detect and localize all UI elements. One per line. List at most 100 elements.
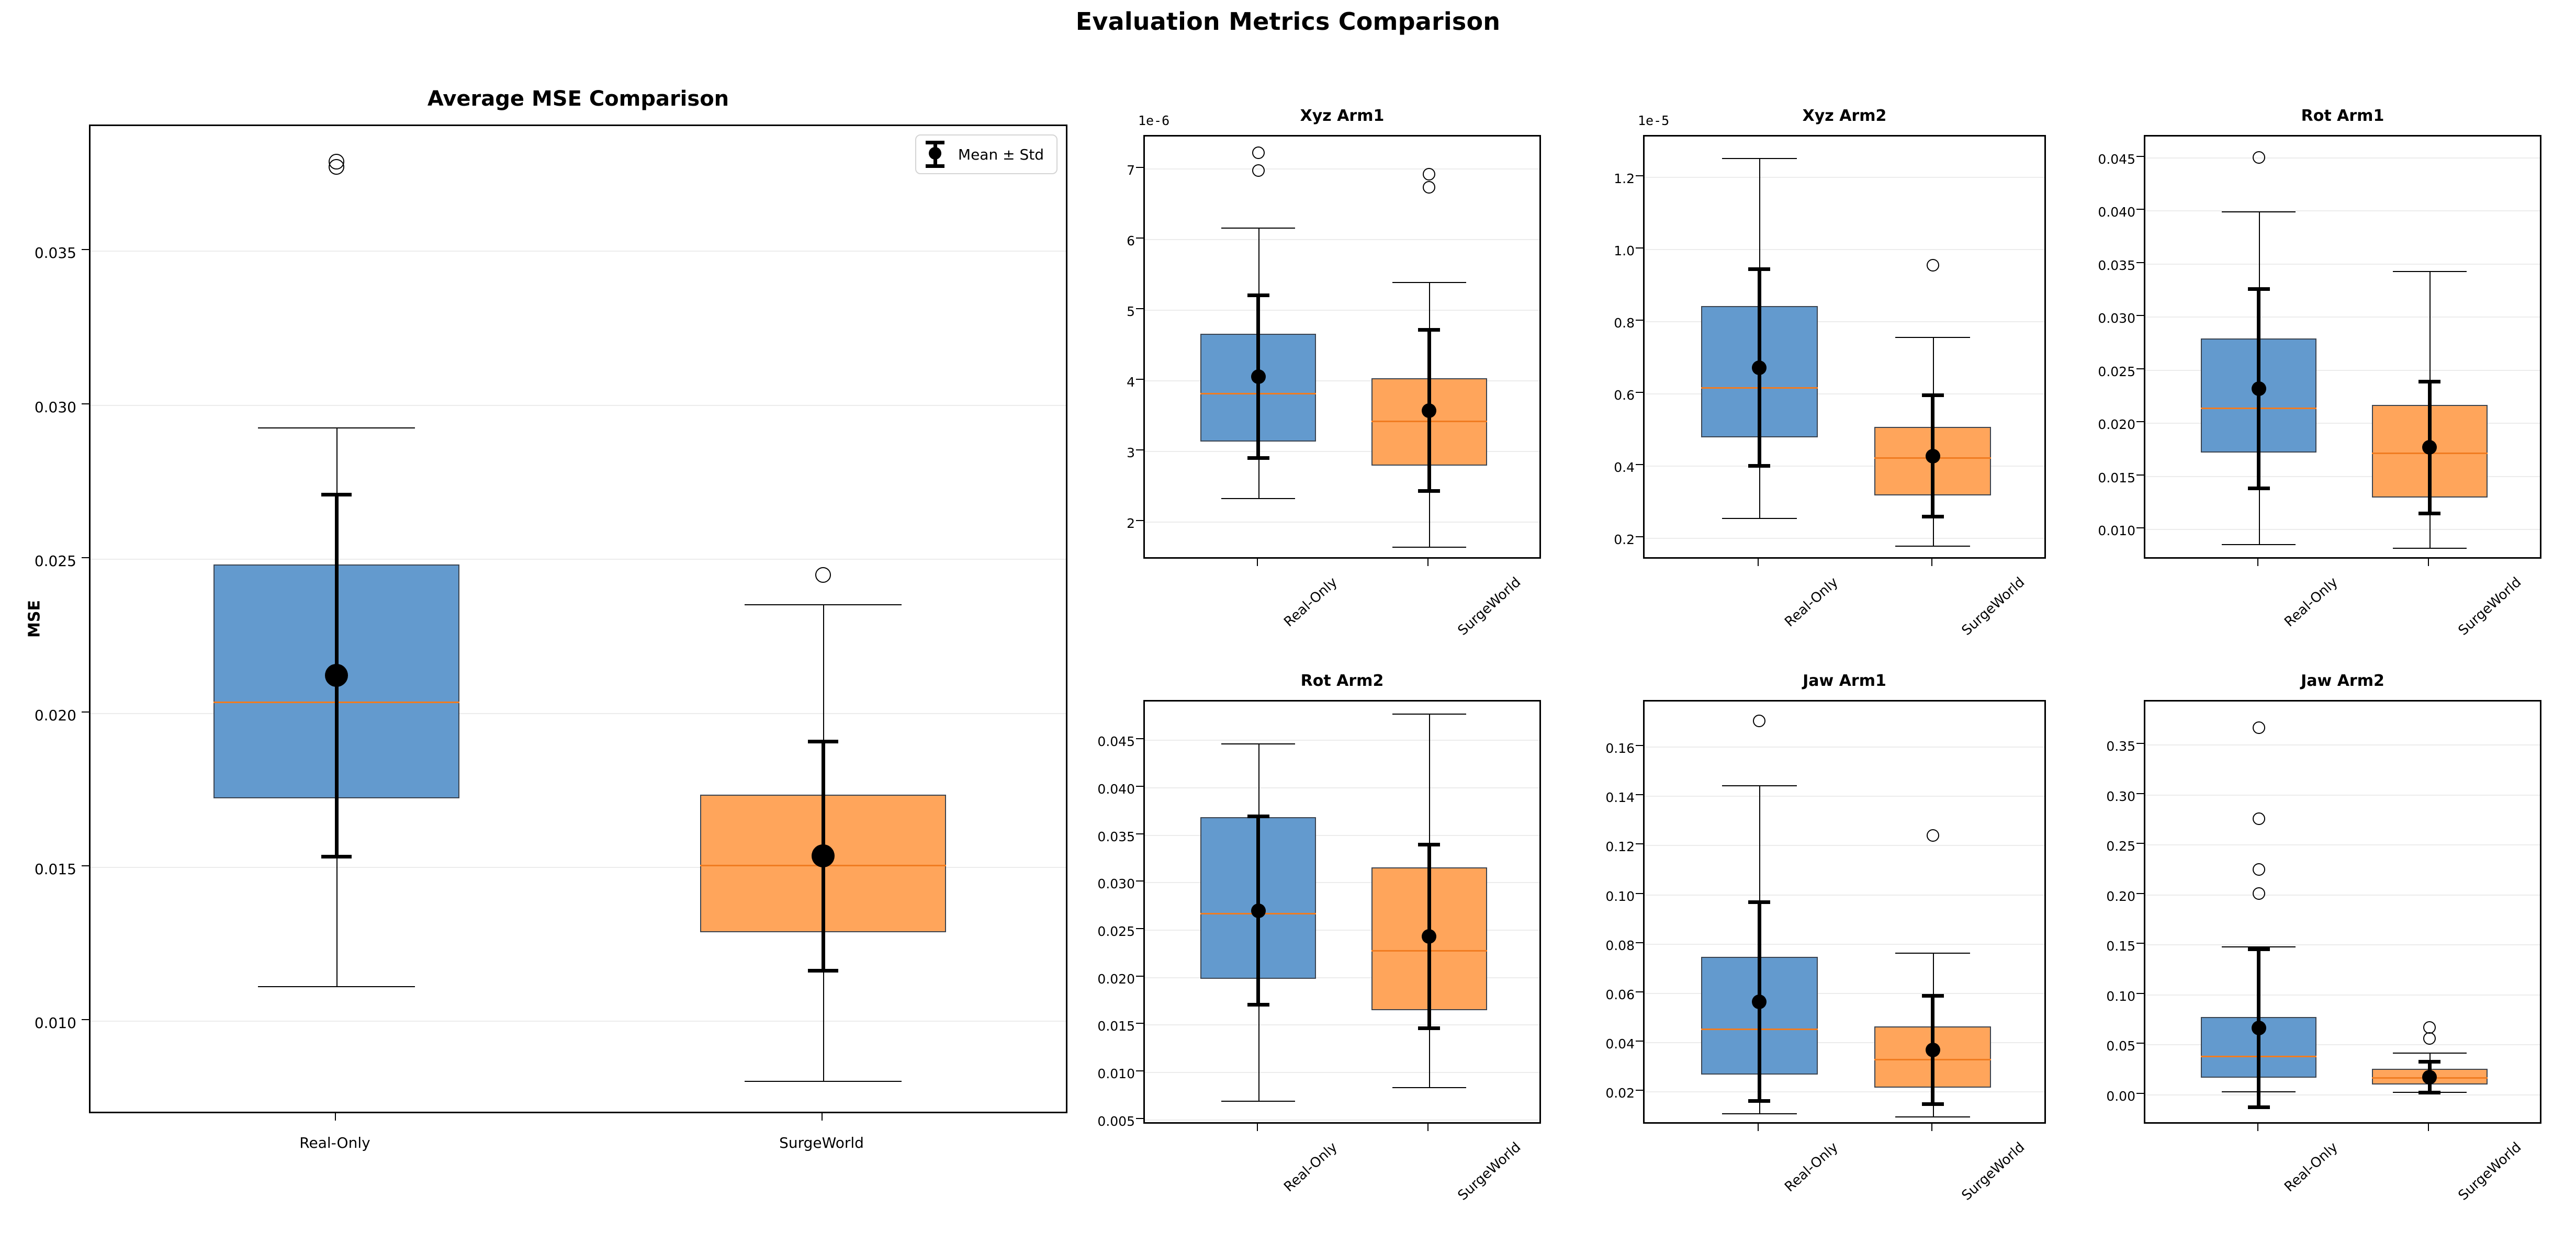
y-tick-label: 3	[1127, 445, 1135, 460]
x-tick-mark	[1758, 559, 1759, 566]
std-errorbar-cap	[1418, 328, 1441, 332]
gridline	[1145, 834, 1539, 836]
gridline	[2145, 794, 2540, 796]
outlier-marker	[2252, 887, 2265, 900]
whisker-cap	[1722, 1113, 1797, 1114]
std-errorbar-cap	[808, 739, 838, 743]
mean-marker	[2422, 1070, 2437, 1085]
y-tick-label: 0.00	[2106, 1088, 2135, 1104]
gridline	[1145, 787, 1539, 789]
whisker-cap	[1392, 713, 1466, 715]
y-tick-label: 0.020	[2098, 417, 2135, 433]
y-tick-mark	[1636, 1090, 1643, 1091]
std-errorbar-cap	[2247, 486, 2270, 490]
gridline	[1645, 796, 2044, 797]
axes-title-xyz-arm1: Xyz Arm1	[1300, 107, 1385, 125]
y-tick-mark	[1136, 449, 1143, 450]
plot-inner-average-mse	[91, 126, 1066, 1112]
outlier-marker	[2252, 812, 2265, 825]
gridline	[1645, 845, 2044, 846]
whisker-cap	[1392, 1087, 1466, 1088]
gridline	[1145, 168, 1539, 170]
outlier-marker	[1252, 146, 1265, 160]
gridline	[2145, 423, 2540, 424]
axes-xyz-arm2: Xyz Arm2 0.2 0.4 0.6 0.8 1.0 1.2 1e-5 Real-Only S…	[1614, 107, 2046, 639]
gridline	[2145, 157, 2540, 159]
std-errorbar-cap	[1921, 515, 1944, 519]
y-tick-mark	[82, 403, 89, 404]
outlier-marker	[2252, 863, 2265, 876]
y-tick-label: 0.25	[2106, 839, 2135, 854]
y-tick-mark	[82, 865, 89, 867]
gridline	[91, 559, 1066, 560]
gridline	[2145, 844, 2540, 846]
gridline	[2145, 1044, 2540, 1046]
y-tick-mark	[2136, 1092, 2144, 1094]
x-tick-label-surgeworld: SurgeWorld	[779, 1134, 864, 1151]
plot-inner-rot-arm1	[2145, 137, 2540, 557]
plot-frame-rot-arm2	[1143, 700, 1541, 1124]
gridline	[1145, 1119, 1539, 1121]
whisker-cap	[2222, 211, 2296, 213]
outlier-marker	[2252, 151, 2265, 164]
gridline	[2145, 1094, 2540, 1095]
x-tick-label-real-only: Real-Only	[1782, 574, 1842, 630]
gridline	[1645, 538, 2044, 539]
gridline	[2145, 476, 2540, 477]
whisker-cap	[1895, 952, 1970, 954]
gridline	[1145, 521, 1539, 523]
whisker-cap	[1221, 228, 1296, 229]
outlier-marker	[1423, 181, 1436, 194]
whisker-cap	[2392, 1052, 2467, 1054]
gridline	[2145, 210, 2540, 212]
whisker-cap	[257, 427, 415, 428]
y-tick-mark	[2136, 474, 2144, 476]
mean-marker	[1925, 448, 1940, 464]
x-tick-mark	[1256, 559, 1258, 566]
axis-offset-label: 1e-5	[1638, 113, 1670, 128]
y-tick-mark	[82, 249, 89, 251]
std-errorbar-cap	[1921, 994, 1944, 998]
axes-title-xyz-arm2: Xyz Arm2	[1802, 107, 1887, 125]
whisker-cap	[744, 1081, 902, 1082]
y-tick-label: 0.05	[2106, 1038, 2135, 1054]
std-errorbar-cap	[1748, 267, 1771, 272]
whisker-cap	[1221, 498, 1296, 500]
y-tick-label: 0.15	[2106, 939, 2135, 954]
y-tick-mark	[1136, 237, 1143, 239]
x-tick-mark	[1427, 1124, 1429, 1131]
y-tick-label: 0.04	[1605, 1036, 1635, 1052]
x-tick-mark	[1931, 559, 1932, 566]
gridline	[1145, 380, 1539, 381]
whisker-cap	[1221, 743, 1296, 744]
gridline	[1145, 1024, 1539, 1026]
gridline	[1145, 450, 1539, 452]
y-tick-mark	[2136, 743, 2144, 744]
y-tick-mark	[2136, 1043, 2144, 1044]
whisker-cap	[1722, 158, 1797, 160]
gridline	[1645, 466, 2044, 467]
std-errorbar-cap	[1748, 464, 1771, 468]
y-tick-mark	[1136, 928, 1143, 930]
y-tick-label: 0.030	[34, 398, 76, 416]
gridline	[1145, 1072, 1539, 1074]
gridline	[91, 404, 1066, 406]
std-errorbar-cap	[808, 968, 838, 973]
x-tick-mark	[335, 1113, 336, 1121]
y-tick-label: 0.035	[1097, 829, 1135, 844]
y-tick-mark	[82, 711, 89, 713]
legend-label: Mean ± Std	[958, 145, 1044, 163]
y-tick-label: 0.35	[2106, 739, 2135, 754]
axes-jaw-arm1: Jaw Arm1 0.02 0.04 0.06 0.08 0.10 0.12 0.14 0.16…	[1605, 672, 2046, 1204]
std-errorbar-cap	[1247, 815, 1269, 819]
y-tick-label: 0.02	[1605, 1086, 1635, 1101]
whisker-cap	[1895, 336, 1970, 338]
x-tick-mark	[2257, 1124, 2258, 1131]
plot-inner-xyz-arm1	[1145, 137, 1539, 557]
y-tick-label: 0.020	[1097, 971, 1135, 987]
whisker-cap	[1392, 547, 1466, 548]
y-tick-mark	[1636, 892, 1643, 894]
whisker-cap	[1722, 518, 1797, 519]
y-tick-mark	[2136, 527, 2144, 529]
mean-marker	[2251, 381, 2266, 397]
